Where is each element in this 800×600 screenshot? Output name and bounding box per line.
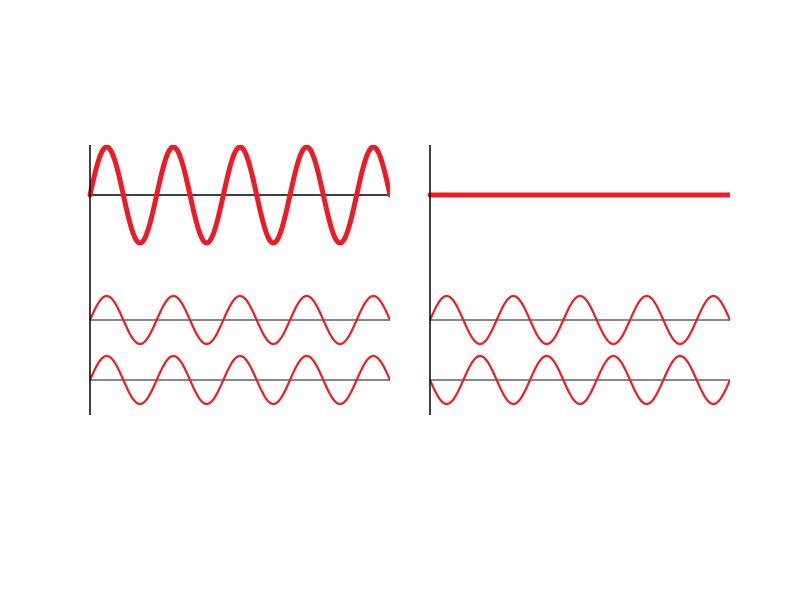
diagram-container [70, 145, 730, 455]
panel-right [410, 145, 730, 455]
panel-right-svg [410, 145, 730, 455]
panel-left [70, 145, 390, 455]
panel-left-svg [70, 145, 390, 455]
